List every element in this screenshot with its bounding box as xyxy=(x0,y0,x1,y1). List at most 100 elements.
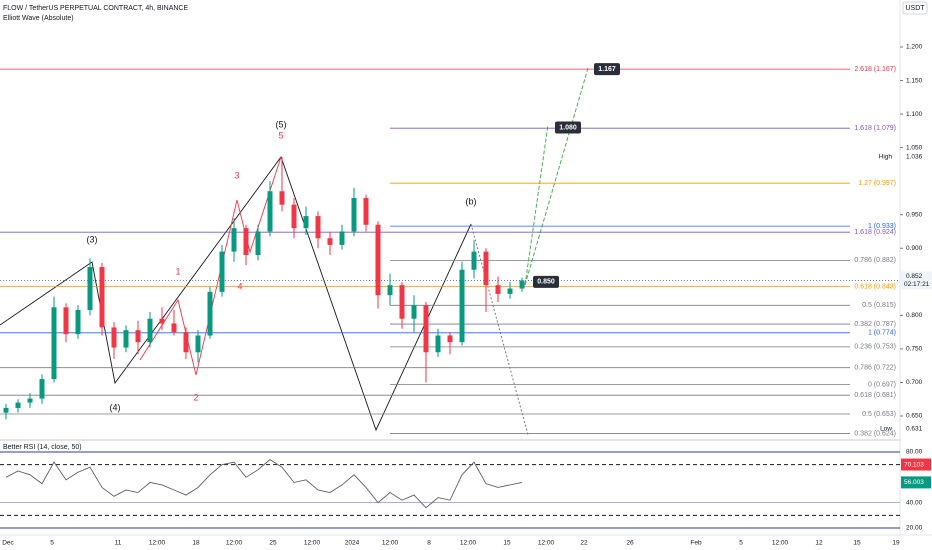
candle-body xyxy=(447,335,453,343)
currency[interactable]: USDT xyxy=(905,5,925,12)
candle-body xyxy=(495,285,501,294)
fib-label: 0.5 (0.653) xyxy=(862,411,896,418)
candle-body xyxy=(255,231,261,255)
time-label: 12 xyxy=(815,540,823,547)
time-label: 5 xyxy=(50,540,54,547)
candle-body xyxy=(87,267,93,310)
rsi-tag-label: 70.103 xyxy=(904,461,924,468)
time-label: 18 xyxy=(192,540,200,547)
candle-body xyxy=(375,224,381,296)
time-label: 11 xyxy=(115,540,122,547)
time-label: 19 xyxy=(892,540,900,547)
rsi-tick-label: 40.00 xyxy=(906,499,923,506)
time-label: 22 xyxy=(580,540,588,547)
candle-body xyxy=(231,228,237,252)
price-tick-label: 1.100 xyxy=(906,111,923,118)
indicator-title: Elliott Wave (Absolute) xyxy=(3,15,74,22)
candle-body xyxy=(111,327,117,348)
candle-body xyxy=(459,269,465,343)
time-label: 8 xyxy=(427,540,431,547)
price-tick-label: 1.200 xyxy=(906,44,923,51)
time-label: 12:00 xyxy=(772,540,789,547)
fib-label: 0.5 (0.815) xyxy=(862,302,896,309)
candle-body xyxy=(171,323,177,333)
time-label: 12:00 xyxy=(304,540,321,547)
time-label: 5 xyxy=(739,540,743,547)
price-tick-label: 0.650 xyxy=(906,413,923,420)
high-value: 1.036 xyxy=(906,154,923,161)
candle-body xyxy=(63,307,69,335)
candle-body xyxy=(363,197,369,225)
candle-body xyxy=(135,330,141,343)
currency-box[interactable] xyxy=(902,1,928,15)
candle-body xyxy=(3,407,9,413)
rsi-tick-label: 20.00 xyxy=(906,525,923,532)
fib-label: 0.236 (0.753) xyxy=(854,344,896,351)
candle-body xyxy=(291,204,297,229)
subwave-line xyxy=(139,156,282,376)
fib-label: 0.382 (0.624) xyxy=(854,430,896,437)
wave-label: (4) xyxy=(110,402,121,412)
time-label: 26 xyxy=(626,540,634,547)
price-tick-label: 1.150 xyxy=(906,77,923,84)
fib-label: 1.618 (0.924) xyxy=(854,229,896,236)
candle-body xyxy=(27,398,33,403)
candle-body xyxy=(75,309,81,335)
candle-body xyxy=(507,288,513,294)
candle-body xyxy=(387,285,393,296)
price-tick-label: 0.750 xyxy=(906,346,923,353)
fib-label: 0.786 (0.882) xyxy=(854,257,896,264)
candle-body xyxy=(207,291,213,336)
fib-label: 0.618 (0.843) xyxy=(854,283,896,290)
rsi-tag xyxy=(901,458,931,471)
wave-label: 2 xyxy=(193,392,198,402)
target-tag xyxy=(533,275,559,288)
target-path xyxy=(524,67,589,286)
candle-body xyxy=(303,216,309,229)
wave-line xyxy=(0,156,472,432)
candle-body xyxy=(39,379,45,399)
fib-label: 0.786 (0.722) xyxy=(854,365,896,372)
wave-label: 4 xyxy=(237,281,242,291)
wave-label: (b) xyxy=(466,196,477,206)
symbol-title: FLOW / TetherUS PERPETUAL CONTRACT, 4h, … xyxy=(3,5,188,12)
price-tick-label: 1.050 xyxy=(906,144,923,151)
fib-label: 1 (0.774) xyxy=(868,330,896,337)
candle-body xyxy=(51,307,57,380)
time-label: 25 xyxy=(269,540,277,547)
candle-body xyxy=(339,231,345,245)
wave-label: 1 xyxy=(175,266,180,276)
last-price-tag xyxy=(901,271,932,290)
time-label: 12:00 xyxy=(226,540,243,547)
fib-label: 1.618 (1.079) xyxy=(854,125,896,132)
fib-label: 0 (0.697) xyxy=(868,381,896,388)
price-tick-label: 0.900 xyxy=(906,245,923,252)
candle-body xyxy=(99,267,105,328)
high-name: High xyxy=(879,154,893,161)
time-label: 12:00 xyxy=(538,540,555,547)
price-tick-label: 0.800 xyxy=(906,312,923,319)
wave-drawings xyxy=(0,67,589,436)
time-label: 12:00 xyxy=(382,540,399,547)
candle-body xyxy=(423,305,429,353)
candle-body xyxy=(183,332,189,353)
target-path xyxy=(524,124,549,286)
time-label: 15 xyxy=(853,540,861,547)
wave-label: 5 xyxy=(278,130,283,140)
candle-body xyxy=(267,191,273,232)
low-name: Low xyxy=(880,425,892,432)
time-label: Feb xyxy=(690,540,702,547)
candle-body xyxy=(483,251,489,286)
target-tag xyxy=(594,63,620,76)
candle-body xyxy=(279,191,285,205)
candle-body xyxy=(147,318,153,343)
wave-projection xyxy=(470,223,529,436)
fib-label: 0.618 (0.681) xyxy=(854,392,896,399)
wave-label: (5) xyxy=(276,119,287,129)
countdown: 02:17:21 xyxy=(904,281,930,288)
candle-body xyxy=(15,402,21,408)
fib-label: 1.27 (0.997) xyxy=(858,180,896,187)
candle-body xyxy=(123,330,129,348)
